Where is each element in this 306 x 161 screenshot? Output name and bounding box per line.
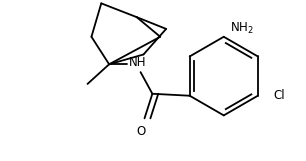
Text: NH$_2$: NH$_2$ [230, 21, 253, 36]
Text: O: O [136, 125, 145, 138]
Text: NH: NH [129, 56, 146, 69]
Text: Cl: Cl [274, 89, 285, 102]
